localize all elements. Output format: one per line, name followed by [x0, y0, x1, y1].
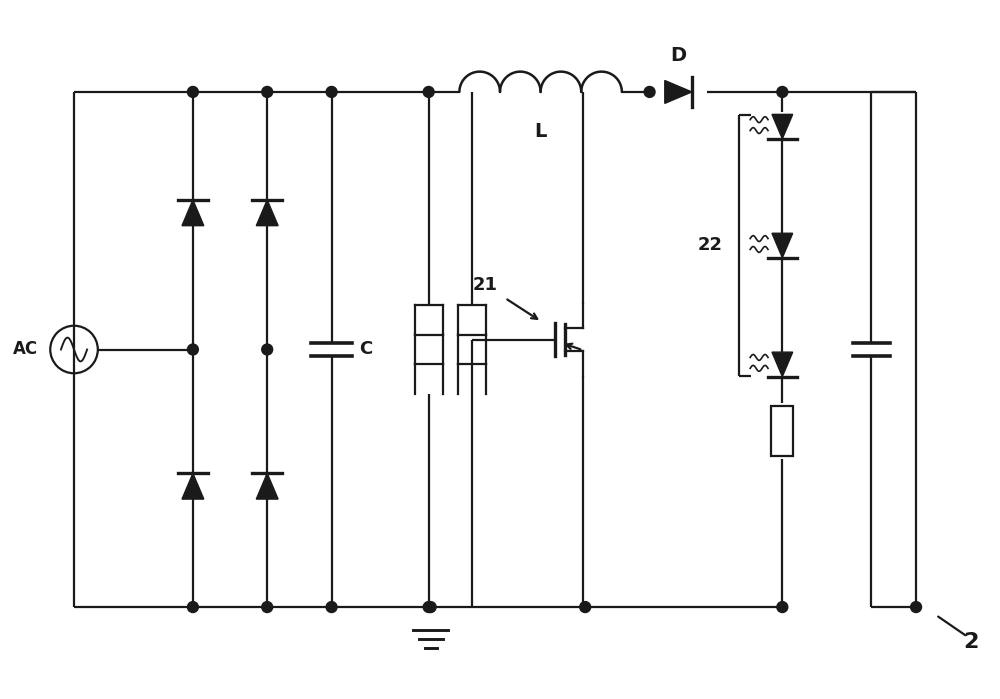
- Circle shape: [423, 87, 434, 97]
- Circle shape: [777, 602, 788, 612]
- Circle shape: [187, 602, 198, 612]
- Text: 2: 2: [963, 632, 978, 651]
- Circle shape: [326, 602, 337, 612]
- Circle shape: [423, 602, 434, 612]
- Text: D: D: [670, 46, 686, 65]
- Circle shape: [644, 87, 655, 97]
- Text: 21: 21: [473, 276, 498, 294]
- Circle shape: [580, 602, 591, 612]
- Circle shape: [911, 602, 922, 612]
- Circle shape: [326, 87, 337, 97]
- Text: L: L: [534, 122, 547, 140]
- Circle shape: [187, 344, 198, 355]
- Polygon shape: [772, 352, 793, 377]
- Polygon shape: [182, 473, 204, 499]
- Text: C: C: [359, 340, 373, 359]
- Circle shape: [425, 602, 436, 612]
- Circle shape: [262, 87, 273, 97]
- Circle shape: [187, 87, 198, 97]
- Text: 22: 22: [698, 236, 723, 254]
- Polygon shape: [256, 473, 278, 499]
- Text: AC: AC: [13, 340, 38, 359]
- Circle shape: [262, 602, 273, 612]
- Polygon shape: [665, 80, 692, 103]
- Polygon shape: [256, 200, 278, 226]
- Polygon shape: [772, 233, 793, 258]
- Circle shape: [262, 344, 273, 355]
- Circle shape: [777, 87, 788, 97]
- Polygon shape: [182, 200, 204, 226]
- Polygon shape: [772, 115, 793, 139]
- Bar: [771, 406, 793, 456]
